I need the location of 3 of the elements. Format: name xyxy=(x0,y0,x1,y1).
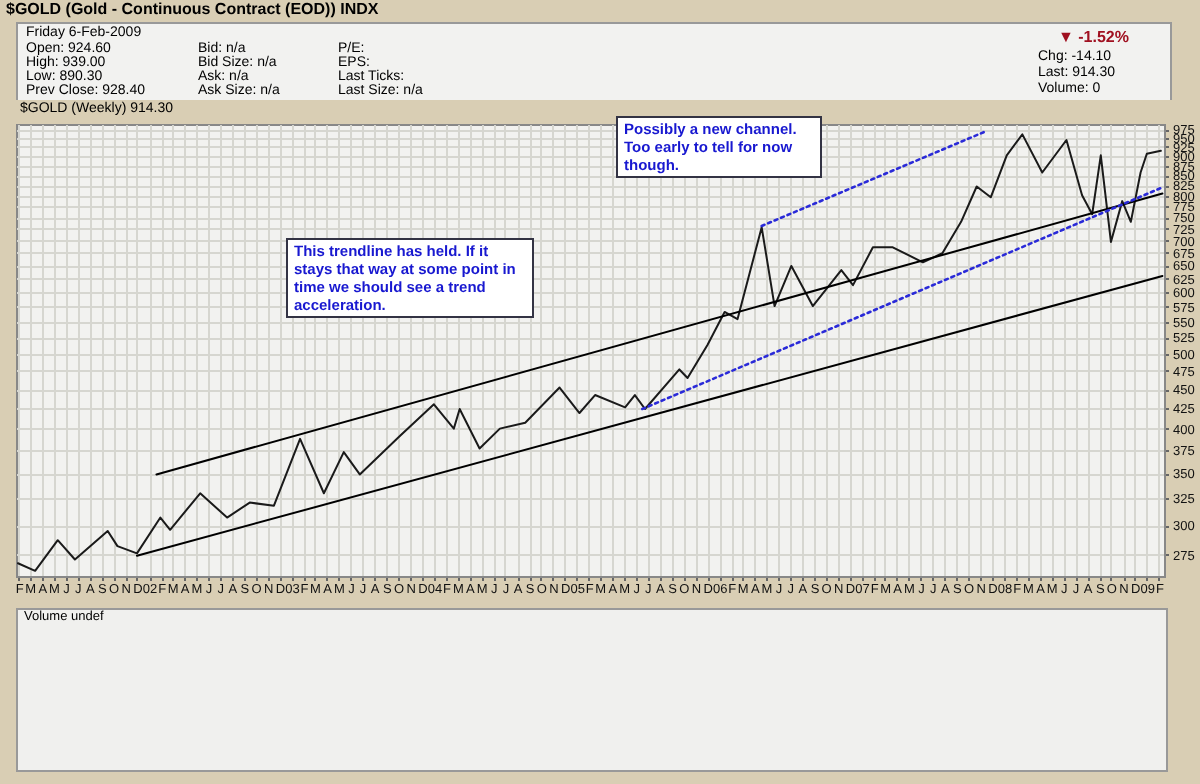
text: ▼ -1.52% xyxy=(1058,28,1129,46)
chart-title: $GOLD (Gold - Continuous Contract (EOD)) INDX xyxy=(6,0,379,18)
line-series xyxy=(16,133,1162,572)
